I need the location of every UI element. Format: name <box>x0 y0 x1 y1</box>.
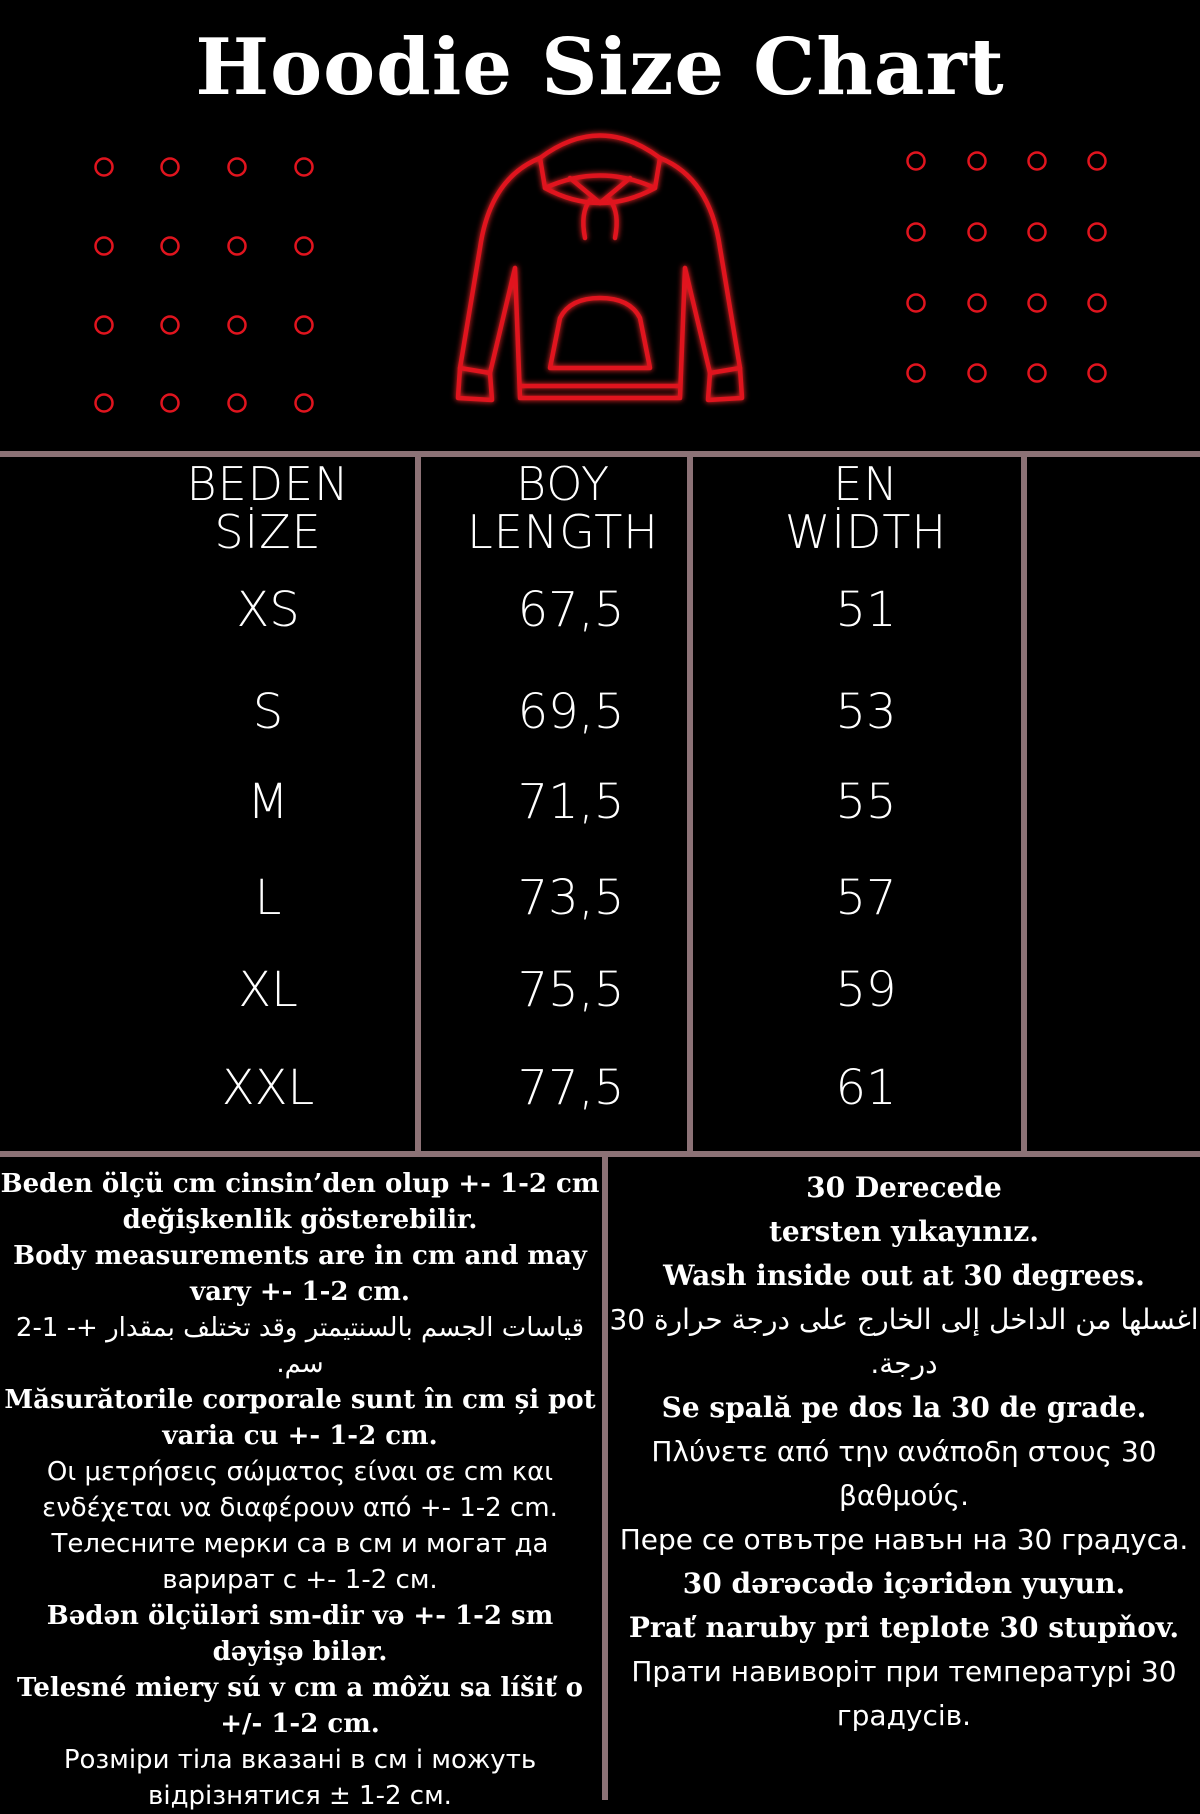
decorative-circle <box>1027 151 1047 171</box>
decorative-circle <box>906 293 926 313</box>
decorative-circle <box>906 363 926 383</box>
note-line: 30 Derecede <box>806 1171 1002 1204</box>
length-cell: 71,5 <box>517 774 625 830</box>
column-divider <box>1021 451 1027 1155</box>
decorative-circle <box>227 315 247 335</box>
decorative-circle <box>1087 363 1107 383</box>
decorative-circle <box>94 393 114 413</box>
header-length: BOY LENGTH <box>413 460 713 556</box>
header-width: EN WİDTH <box>716 460 1016 556</box>
decorative-circle <box>294 157 314 177</box>
width-cell: 51 <box>835 582 897 638</box>
width-cell: 53 <box>835 684 897 740</box>
decorative-circle <box>1027 222 1047 242</box>
note-line: Розміри тіла вказані в см і можуть відрі… <box>63 1745 537 1811</box>
note-line: Телесните мерки са в см и могат да варир… <box>51 1529 549 1595</box>
note-line: tersten yıkayınız. <box>768 1215 1040 1248</box>
header-size: BEDEN SİZE <box>118 460 418 556</box>
size-notes: Beden ölçü cm cinsin’den olup +- 1-2 cm … <box>0 1166 600 1814</box>
decorative-circle <box>94 236 114 256</box>
decorative-circle <box>967 151 987 171</box>
width-cell: 57 <box>835 870 897 926</box>
decorative-circle <box>160 315 180 335</box>
page-title: Hoodie Size Chart <box>195 22 1005 113</box>
length-cell: 77,5 <box>517 1060 625 1116</box>
decorative-circle <box>227 393 247 413</box>
note-line: Prať naruby pri teplote 30 stupňov. <box>628 1611 1180 1644</box>
decorative-circle <box>227 236 247 256</box>
decorative-circle <box>1027 363 1047 383</box>
note-line: Telesné miery sú v cm a môžu sa líšiť o … <box>16 1673 584 1739</box>
header-line: LENGTH <box>467 505 659 559</box>
decorative-circle <box>294 393 314 413</box>
header-line: SİZE <box>214 505 322 559</box>
decorative-circle <box>906 222 926 242</box>
decorative-circle <box>1087 222 1107 242</box>
note-line: Wash inside out at 30 degrees. <box>663 1259 1145 1292</box>
width-cell: 61 <box>835 1060 897 1116</box>
column-divider <box>415 451 421 1155</box>
decorative-circle <box>906 151 926 171</box>
table-bottom-divider <box>0 1151 1200 1157</box>
decorative-circle <box>94 315 114 335</box>
length-cell: 73,5 <box>517 870 625 926</box>
header-line: BEDEN <box>186 457 350 511</box>
header-line: EN <box>833 457 899 511</box>
decorative-circle <box>967 293 987 313</box>
decorative-circle-grid <box>94 151 1107 413</box>
size-cell: XS <box>236 582 300 638</box>
note-line: Se spală pe dos la 30 de grade. <box>661 1391 1147 1424</box>
notes-divider <box>602 1151 608 1800</box>
decorative-circle <box>967 222 987 242</box>
note-line: Πλύνετε από την ανάποδη στους 30 βαθμούς… <box>651 1435 1157 1512</box>
header-line: BOY <box>515 457 611 511</box>
note-line: Пере се отвътре навън на 30 градуса. <box>619 1523 1189 1556</box>
length-cell: 69,5 <box>517 684 625 740</box>
note-line: Οι μετρήσεις σώματος είναι σε cm και ενδ… <box>42 1457 558 1523</box>
decorative-circle <box>160 236 180 256</box>
decorative-circle <box>1087 151 1107 171</box>
width-cell: 55 <box>835 774 897 830</box>
note-line: اغسلها من الداخل إلى الخارج على درجة حرا… <box>609 1303 1199 1380</box>
column-divider <box>687 451 693 1155</box>
note-line: Măsurătorile corporale sunt în cm și pot… <box>4 1385 596 1451</box>
header-line: WİDTH <box>784 505 948 559</box>
decorative-circle <box>294 236 314 256</box>
size-cell: XL <box>238 962 298 1018</box>
decorative-circle <box>294 315 314 335</box>
note-line: Beden ölçü cm cinsin’den olup +- 1-2 cm … <box>0 1169 600 1235</box>
decorative-circle <box>160 393 180 413</box>
width-cell: 59 <box>835 962 897 1018</box>
decorative-circle <box>227 157 247 177</box>
decorative-circle <box>94 157 114 177</box>
decorative-circle <box>1027 293 1047 313</box>
note-line: قياسات الجسم بالسنتيمتر وقد تختلف بمقدار… <box>15 1313 585 1379</box>
decorative-circle <box>160 157 180 177</box>
size-cell: M <box>247 774 289 830</box>
hoodie-outline-icon <box>455 133 745 403</box>
length-cell: 67,5 <box>517 582 625 638</box>
washing-notes: 30 Derecede tersten yıkayınız. Wash inside… <box>608 1166 1200 1738</box>
decorative-circle <box>1087 293 1107 313</box>
size-cell: XXL <box>221 1060 315 1116</box>
length-cell: 75,5 <box>517 962 625 1018</box>
size-cell: S <box>252 684 284 740</box>
note-line: Bədən ölçüləri sm-dir və +- 1-2 sm dəyiş… <box>46 1601 554 1667</box>
note-line: Прати навиворіт при температурі 30 граду… <box>631 1655 1177 1732</box>
note-line: 30 dərəcədə içəridən yuyun. <box>682 1567 1126 1600</box>
note-line: Body measurements are in cm and may vary… <box>13 1241 587 1307</box>
table-top-divider <box>0 451 1200 457</box>
decorative-circle <box>967 363 987 383</box>
size-cell: L <box>254 870 282 926</box>
